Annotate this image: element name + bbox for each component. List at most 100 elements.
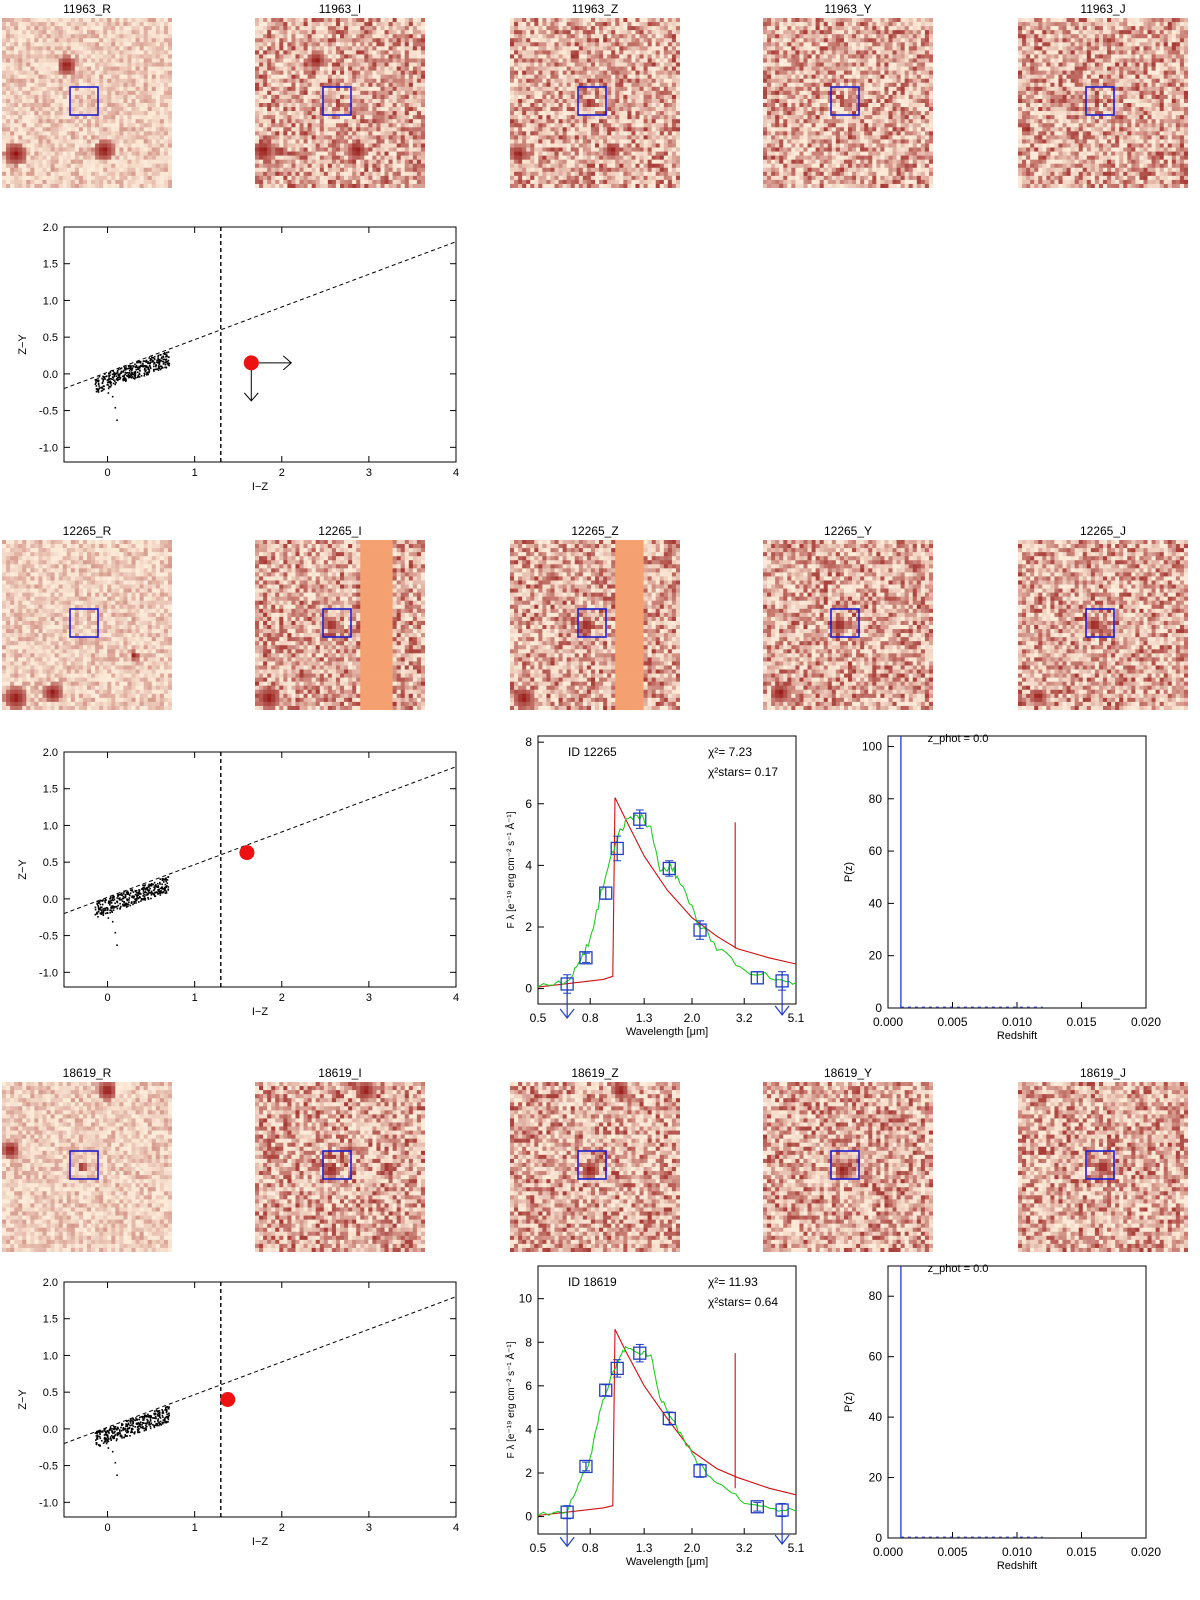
star-point (165, 886, 167, 888)
y-axis-label: Z−Y (17, 859, 29, 880)
star-point (116, 369, 119, 372)
star-point (127, 374, 130, 376)
star-point (108, 376, 110, 378)
star-point (138, 365, 140, 368)
star-point (109, 897, 112, 899)
upper-limit-head (559, 1536, 575, 1548)
star-point (114, 380, 116, 383)
sed-panel: 0.5 0.8 1.3 2.0 3.2 5.1 0 2 4 6 8 Wavelength [μm] F … (470, 730, 810, 1055)
star-point (147, 1419, 149, 1422)
stamp-title: 12265_I (255, 524, 425, 538)
star-point (144, 884, 146, 886)
x-tick-label: 2 (279, 467, 285, 479)
star-point (164, 366, 166, 369)
star-point (139, 1416, 141, 1419)
star-point (134, 893, 137, 896)
star-point (122, 903, 124, 906)
star-point (107, 392, 110, 394)
photometry-point (774, 1502, 790, 1546)
star-point (163, 889, 166, 892)
cutout-image (1018, 540, 1189, 711)
star-point (146, 371, 148, 374)
star-point (139, 362, 142, 364)
star-point (97, 905, 100, 908)
star-point (142, 1427, 144, 1429)
star-locus (94, 351, 171, 422)
star-point (168, 356, 170, 358)
star-point (118, 378, 120, 381)
star-point (149, 1427, 152, 1430)
star-locus (94, 876, 170, 947)
star-point (97, 389, 100, 392)
star-point (168, 1414, 170, 1417)
star-point (115, 1439, 118, 1442)
star-point (96, 900, 98, 903)
star-point (159, 1416, 161, 1418)
star-point (135, 1417, 137, 1419)
pixel-grid (763, 1082, 934, 1253)
plot-frame (63, 751, 457, 988)
star-point (98, 388, 100, 390)
star-point (119, 902, 121, 905)
star-point (162, 367, 164, 369)
star-point (149, 1423, 152, 1426)
star-point (167, 359, 170, 362)
star-point (125, 1430, 127, 1432)
star-point (97, 391, 100, 393)
star-point (103, 1434, 106, 1436)
star-point (123, 901, 125, 903)
star-point (106, 1430, 108, 1432)
star-point (158, 361, 160, 364)
aperture-box (577, 608, 607, 638)
chi2-stars-label: χ²stars= 0.64 (708, 1295, 778, 1309)
star-point (110, 1439, 112, 1441)
star-point (157, 886, 159, 888)
x-tick-label: 0.000 (873, 1015, 903, 1029)
y-tick-label: 40 (869, 1410, 883, 1424)
star-point (151, 1417, 154, 1419)
star-point (155, 885, 158, 888)
star-point (151, 892, 154, 894)
pixel-grid (2, 540, 173, 711)
star-point (118, 897, 120, 900)
star-point (111, 920, 114, 923)
star-point (94, 383, 97, 385)
photometry-box (579, 951, 593, 965)
star-point (153, 363, 155, 365)
star-point (168, 1413, 170, 1415)
stamp-title: 11963_Y (763, 2, 933, 16)
star-point (111, 395, 114, 398)
star-point (142, 1426, 144, 1428)
star-point (143, 1417, 146, 1419)
star-point (138, 1418, 141, 1421)
star-point (108, 380, 110, 383)
cutout-image (2, 1082, 173, 1253)
star-point (148, 357, 150, 359)
x-tick-label: 2 (279, 1522, 285, 1534)
star-point (118, 1432, 120, 1434)
photometry-point (579, 1459, 593, 1474)
star-point (111, 376, 114, 378)
star-point (145, 887, 147, 890)
star-point (137, 892, 139, 894)
star-point (105, 1437, 108, 1440)
star-point (154, 1417, 156, 1419)
star-point (146, 894, 149, 896)
star-point (150, 358, 152, 360)
x-tick-label: 0.010 (1002, 1015, 1032, 1029)
star-point (133, 371, 136, 374)
star-point (111, 1436, 114, 1438)
y-tick-label: 10 (519, 1292, 533, 1306)
star-point (95, 912, 98, 915)
star-point (107, 384, 109, 386)
star-point (142, 895, 144, 897)
cutout-stamp (2, 18, 173, 189)
star-point (96, 911, 98, 914)
y-axis-label: P(z) (843, 1392, 855, 1412)
star-point (114, 373, 117, 376)
star-point (116, 372, 118, 375)
star-point (101, 1430, 104, 1432)
star-point (100, 911, 103, 913)
star-point (116, 1434, 119, 1437)
star-point (117, 894, 119, 897)
